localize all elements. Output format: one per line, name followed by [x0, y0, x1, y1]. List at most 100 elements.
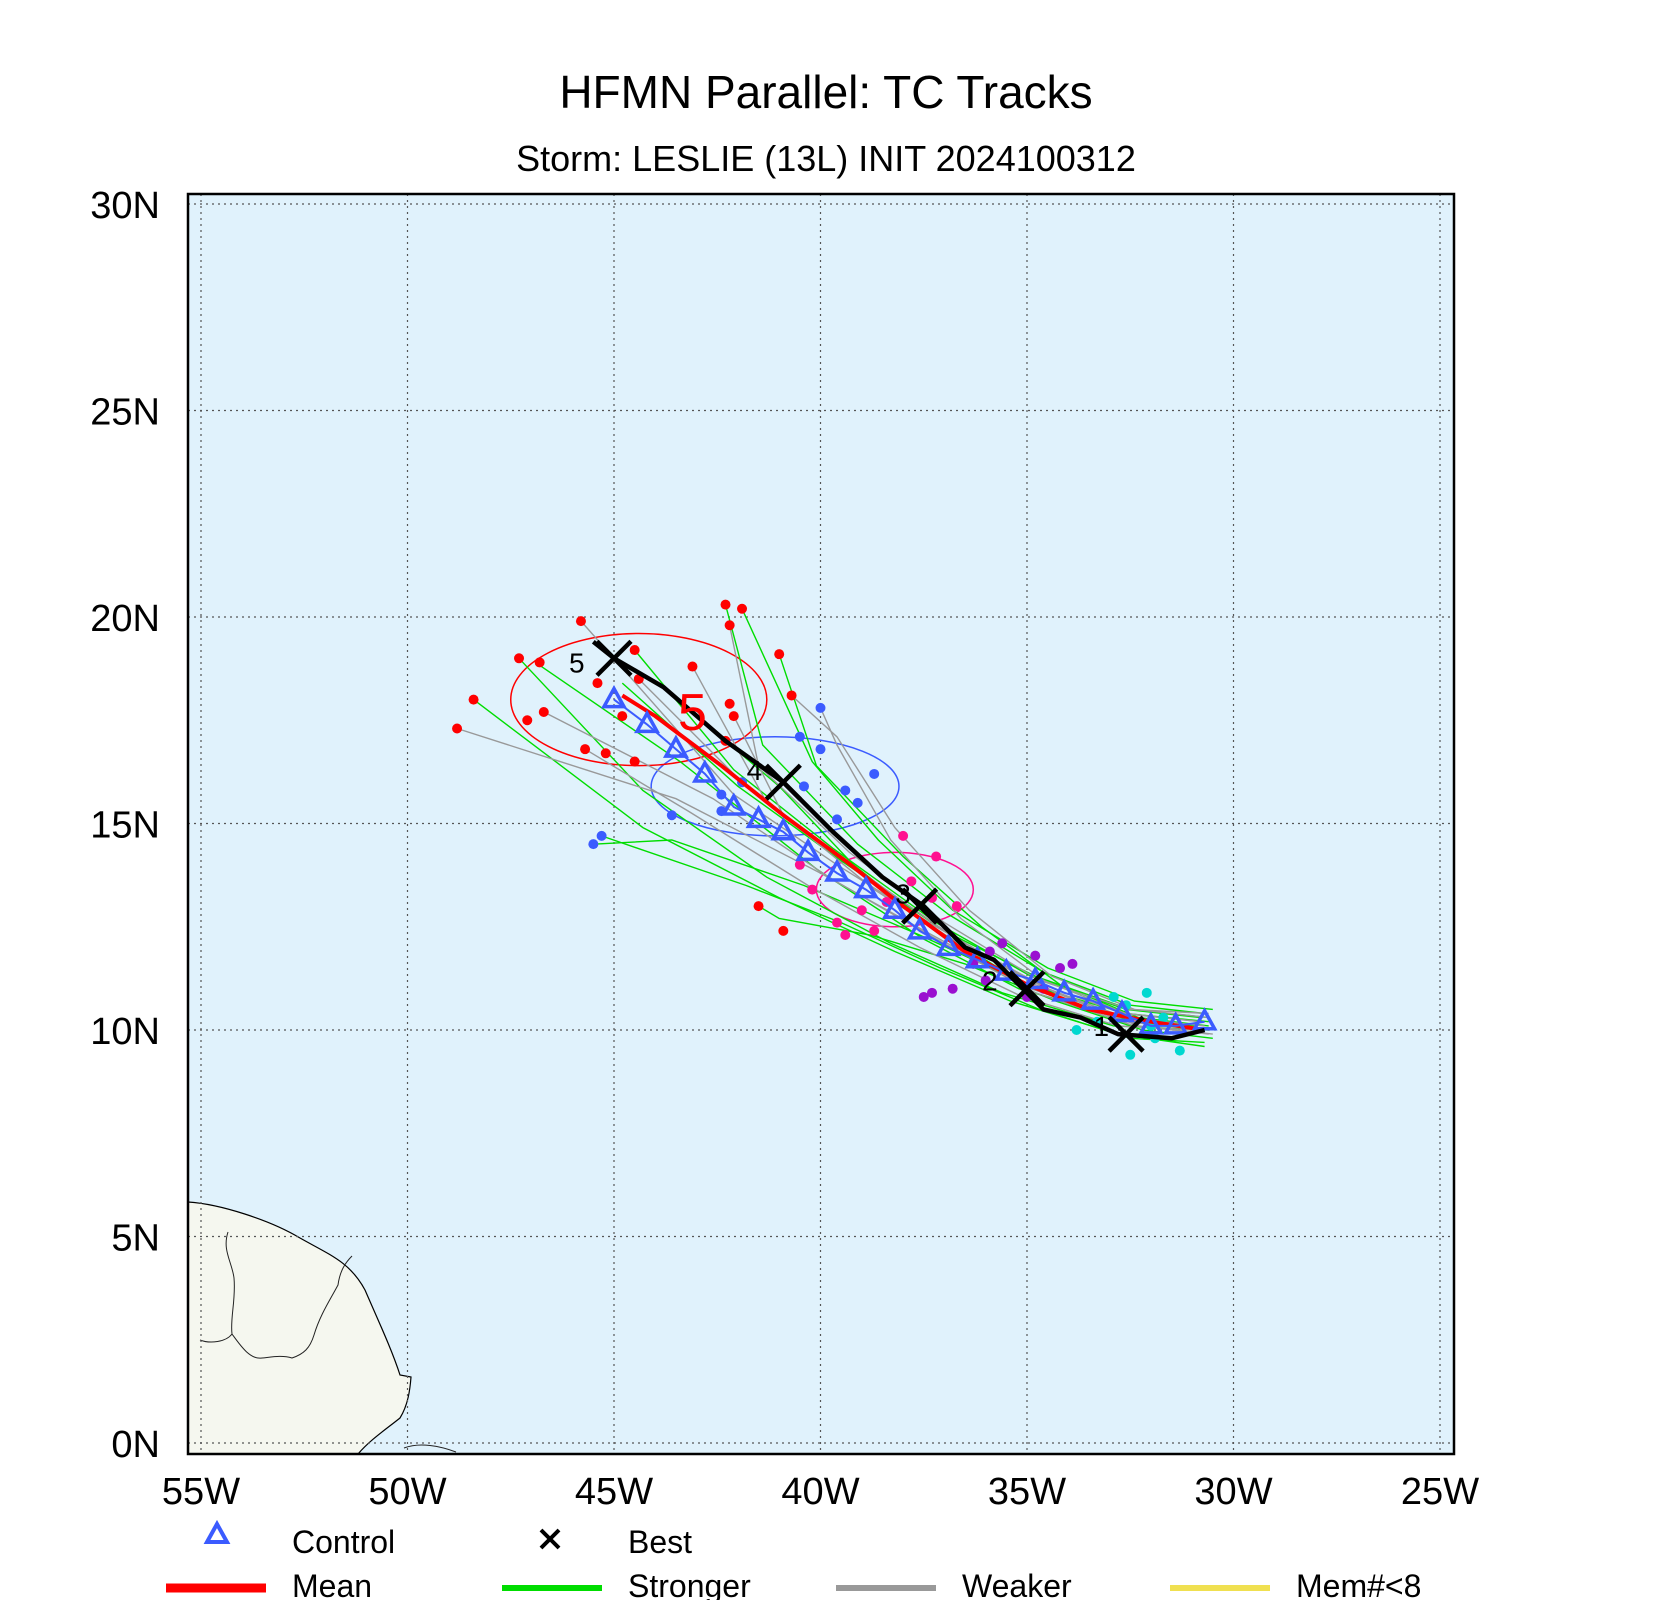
- best-day-mark: [764, 763, 802, 801]
- ensemble-point-day2: [984, 946, 995, 957]
- ensemble-point-day4: [666, 810, 677, 821]
- control-triangle: [795, 837, 822, 862]
- ensemble-point-day5: [468, 694, 479, 705]
- control-triangle: [824, 858, 850, 882]
- control-triangle: [881, 895, 908, 919]
- ensemble-point-day1: [1071, 1025, 1082, 1035]
- ensemble-point-day1: [1141, 987, 1152, 998]
- ensemble-point-day1: [1125, 1049, 1136, 1060]
- best-day-mark: [901, 887, 939, 925]
- legend-item-best: Best: [539, 1524, 692, 1560]
- ensemble-point-day4: [596, 830, 607, 841]
- ensemble-point-day2: [997, 938, 1008, 949]
- ensemble-point-day2: [980, 975, 991, 986]
- ensemble-point-day5: [724, 620, 735, 631]
- best-day-mark: [1008, 970, 1046, 1008]
- ensemble-point-day5: [592, 678, 603, 689]
- lon-tick-label: 30W: [1194, 1471, 1272, 1513]
- legend-label-mean: Mean: [292, 1568, 372, 1600]
- best-x-icon: [539, 1528, 561, 1550]
- control-triangle: [1162, 1011, 1189, 1035]
- control-triangle: [662, 734, 689, 758]
- ensemble-point-day5: [580, 744, 591, 755]
- ensemble-point-day2: [1067, 958, 1078, 969]
- ensemble-point-day5: [720, 599, 731, 610]
- latitude-tick-labels: 0N 5N 10N 15N 20N 25N 30N: [90, 185, 160, 1466]
- ensemble-point-day4: [832, 814, 843, 825]
- lon-tick-label: 25W: [1401, 1471, 1479, 1513]
- ensemble-point-day1: [1174, 1045, 1185, 1056]
- ensemble-point-day4: [815, 744, 826, 755]
- day-labels: 1 2 3 4 5 5: [569, 647, 1109, 1041]
- control-triangle: [1109, 998, 1135, 1023]
- legend: Control Best Mean Stronger Weaker Mem#<8: [166, 1519, 1421, 1600]
- lat-tick-label: 5N: [111, 1218, 160, 1260]
- ensemble-point-day5: [753, 901, 764, 912]
- control-triangle: [1191, 1007, 1218, 1031]
- legend-item-stronger: Stronger: [502, 1568, 751, 1600]
- ensemble-point-day5: [778, 925, 789, 936]
- lat-tick-label: 25N: [90, 392, 160, 434]
- lon-tick-label: 45W: [575, 1471, 653, 1513]
- ensemble-point-day5: [737, 603, 748, 614]
- ensemble-point-day5: [724, 698, 735, 709]
- control-triangle: [745, 804, 772, 829]
- longitude-tick-labels: 55W 50W 45W 40W 35W 30W 25W: [162, 1471, 1479, 1513]
- best-track: [591, 639, 1206, 1053]
- ensemble-point-day3: [869, 925, 880, 936]
- ensemble-point-day3: [856, 905, 867, 916]
- day-label: 5: [569, 647, 585, 678]
- control-triangle: [852, 874, 879, 899]
- control-triangle: [964, 945, 991, 969]
- ensemble-point-day4: [798, 781, 809, 792]
- ensemble-point-day1: [1108, 991, 1119, 1002]
- lon-tick-label: 50W: [368, 1471, 446, 1513]
- day-label: 4: [747, 755, 763, 786]
- ensemble-point-day3: [881, 896, 892, 907]
- ensemble-point-day4: [869, 768, 880, 779]
- control-triangle: [770, 817, 797, 841]
- ensemble-point-day5: [786, 690, 797, 701]
- ensemble-point-day4: [815, 702, 826, 713]
- ensemble-point-day2: [927, 987, 938, 998]
- chart-subtitle: Storm: LESLIE (13L) INIT 2024100312: [516, 138, 1136, 179]
- legend-label-stronger: Stronger: [628, 1568, 751, 1600]
- ensemble-point-day1: [1158, 1012, 1169, 1023]
- lat-tick-label: 0N: [111, 1424, 160, 1466]
- ensemble-point-day5: [728, 711, 739, 722]
- control-triangle: [601, 684, 627, 709]
- mean-track: [621, 693, 1205, 1032]
- lat-tick-label: 15N: [90, 805, 160, 847]
- ensemble-point-day2: [1030, 950, 1041, 961]
- legend-item-mem: Mem#<8: [1170, 1568, 1421, 1600]
- ensemble-point-day5: [774, 649, 785, 660]
- ensemble-point-day5: [538, 706, 549, 717]
- ensemble-point-day4: [588, 839, 599, 850]
- ensemble-point-day3: [794, 859, 805, 870]
- country-border: [199, 1231, 457, 1454]
- lat-tick-label: 30N: [90, 185, 160, 227]
- control-triangle: [935, 932, 962, 957]
- ensemble-point-day4: [852, 797, 863, 808]
- lat-tick-label: 20N: [90, 598, 160, 640]
- lon-tick-label: 40W: [781, 1471, 859, 1513]
- best-track-line: [591, 640, 1206, 1041]
- legend-item-mean: Mean: [166, 1568, 372, 1600]
- day-label: 5: [678, 684, 707, 742]
- best-day-mark: [1107, 1015, 1145, 1053]
- ensemble-track-weaker: [791, 694, 1209, 1019]
- map-frame: [186, 192, 1456, 1456]
- ensemble-day-points: [452, 599, 1185, 1060]
- south-america-coast: [188, 1201, 412, 1454]
- chart-title: HFMN Parallel: TC Tracks: [559, 66, 1092, 118]
- day-label: 3: [895, 879, 911, 910]
- ensemble-point-day5: [629, 756, 640, 767]
- best-day-mark: [595, 639, 633, 677]
- ensemble-point-day5: [514, 653, 525, 664]
- ensemble-point-day5: [617, 711, 628, 722]
- control-triangle: [1137, 1011, 1164, 1035]
- control-triangle: [1051, 978, 1078, 1002]
- legend-label-best: Best: [628, 1524, 692, 1560]
- legend-label-weaker: Weaker: [962, 1568, 1072, 1600]
